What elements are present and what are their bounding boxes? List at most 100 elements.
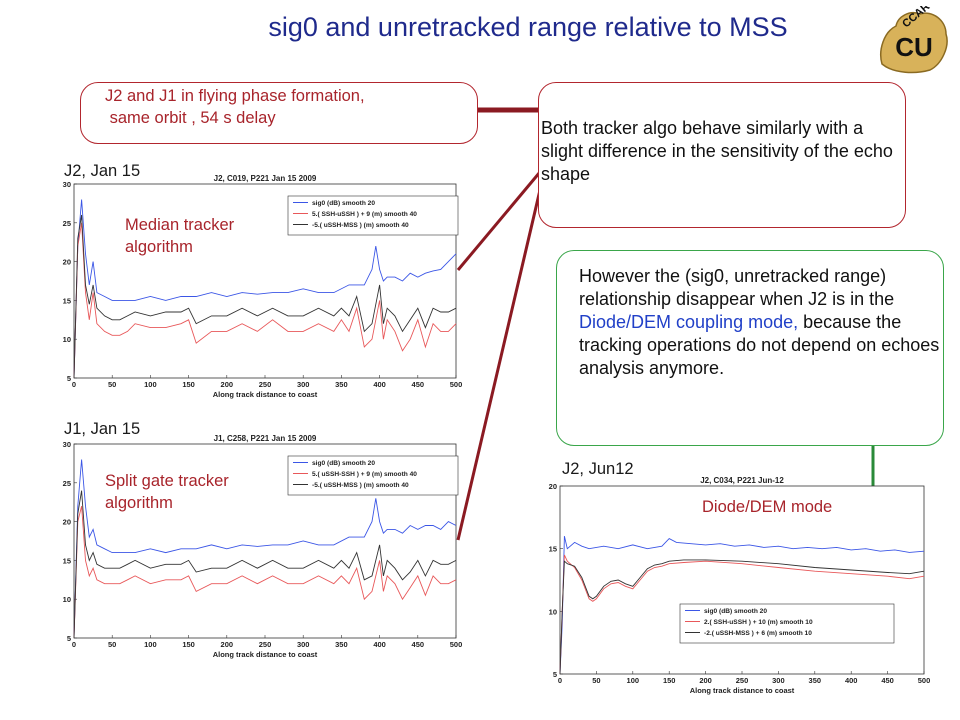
x-tick-label: 500 bbox=[450, 640, 463, 649]
chart-j2-jun: J2, C034, P221 Jun-12 0 50 100 150 200 250 300 3… bbox=[549, 476, 930, 695]
chart-title: J1, C258, P221 Jan 15 2009 bbox=[214, 434, 317, 443]
x-tick-label: 450 bbox=[412, 640, 425, 649]
y-tick-label: 15 bbox=[549, 545, 557, 554]
x-tick-label: 50 bbox=[108, 380, 116, 389]
chart-j2-jan: J2, C019, P221 Jan 15 2009 0 50 100 150 200 25… bbox=[63, 174, 463, 399]
x-tick-label: 500 bbox=[450, 380, 463, 389]
connector-to-chart2 bbox=[456, 189, 542, 541]
legend-box bbox=[287, 195, 459, 236]
series-line-3 bbox=[559, 559, 925, 675]
x-tick-label: 250 bbox=[259, 380, 272, 389]
series-line-3 bbox=[73, 214, 457, 379]
y-tick-label: 10 bbox=[63, 335, 71, 344]
x-tick-label: 400 bbox=[373, 640, 386, 649]
x-tick-label: 0 bbox=[72, 640, 76, 649]
legend-box bbox=[679, 603, 895, 644]
y-tick-label: 25 bbox=[63, 219, 71, 228]
x-tick-label: 150 bbox=[182, 380, 195, 389]
y-tick-label: 5 bbox=[67, 374, 71, 383]
label-j2-jun: J2, Jun12 bbox=[562, 460, 634, 478]
x-tick-label: 300 bbox=[772, 676, 785, 685]
legend-entry: sig0 (dB) smooth 20 bbox=[704, 608, 767, 615]
however-text: However the (sig0, unretracked range) re… bbox=[579, 265, 941, 380]
series-line-2 bbox=[73, 505, 457, 639]
x-axis-label: Along track distance to coast bbox=[213, 390, 318, 399]
legend-entry: sig0 (dB) smooth 20 bbox=[312, 200, 375, 207]
x-tick-label: 50 bbox=[592, 676, 600, 685]
y-tick-label: 30 bbox=[63, 440, 71, 449]
x-axis-label: Along track distance to coast bbox=[213, 650, 318, 659]
similar-callout: Both tracker algo behave similarly with … bbox=[538, 82, 906, 228]
x-tick-label: 50 bbox=[108, 640, 116, 649]
y-tick-label: 30 bbox=[63, 180, 71, 189]
label-j2-jan: J2, Jan 15 bbox=[64, 162, 141, 180]
similar-text: Both tracker algo behave similarly with … bbox=[541, 118, 893, 184]
ccar-cu-logo: CU CCAR bbox=[880, 6, 948, 74]
legend-entry: 2.( SSH-uSSH ) + 10 (m) smooth 10 bbox=[704, 619, 813, 626]
legend-box bbox=[287, 455, 459, 496]
series-line-1 bbox=[559, 535, 925, 675]
chart-title: J2, C034, P221 Jun-12 bbox=[700, 476, 784, 485]
y-tick-label: 15 bbox=[63, 296, 71, 305]
series-line-2 bbox=[73, 222, 457, 379]
series-line-1 bbox=[73, 459, 457, 639]
y-tick-label: 5 bbox=[67, 634, 71, 643]
x-tick-label: 350 bbox=[335, 380, 348, 389]
y-tick-label: 10 bbox=[63, 595, 71, 604]
x-tick-label: 0 bbox=[72, 380, 76, 389]
connector-to-chart1 bbox=[456, 171, 542, 271]
x-tick-label: 400 bbox=[845, 676, 858, 685]
y-tick-label: 20 bbox=[63, 518, 71, 527]
however-text-post: because the tracking operations do not d… bbox=[579, 312, 940, 378]
legend-entry: 5.( uSSH-SSH ) + 9 (m) smooth 40 bbox=[312, 471, 417, 478]
x-tick-label: 400 bbox=[373, 380, 386, 389]
x-tick-label: 200 bbox=[699, 676, 712, 685]
x-tick-label: 300 bbox=[297, 640, 310, 649]
legend-entry: 5.( SSH-uSSH ) + 9 (m) smooth 40 bbox=[312, 211, 417, 218]
legend-entry: -5.( uSSH-MSS ) (m) smooth 40 bbox=[312, 482, 409, 489]
x-tick-label: 150 bbox=[663, 676, 676, 685]
x-tick-label: 350 bbox=[335, 640, 348, 649]
x-tick-label: 250 bbox=[259, 640, 272, 649]
x-tick-label: 500 bbox=[918, 676, 930, 685]
however-text-pre: However the (sig0, unretracked range) re… bbox=[579, 266, 895, 309]
x-tick-label: 150 bbox=[182, 640, 195, 649]
y-tick-label: 20 bbox=[63, 258, 71, 267]
logo-letters: CU bbox=[895, 32, 933, 62]
legend-entry: -5.( uSSH-MSS ) (m) smooth 40 bbox=[312, 222, 409, 229]
x-tick-label: 100 bbox=[627, 676, 640, 685]
x-tick-label: 200 bbox=[221, 640, 234, 649]
however-callout: However the (sig0, unretracked range) re… bbox=[556, 250, 944, 446]
y-tick-label: 15 bbox=[63, 556, 71, 565]
x-tick-label: 200 bbox=[221, 380, 234, 389]
x-tick-label: 450 bbox=[412, 380, 425, 389]
legend-entry: sig0 (dB) smooth 20 bbox=[312, 460, 375, 467]
x-tick-label: 450 bbox=[881, 676, 894, 685]
formation-text: J2 and J1 in flying phase formation, sam… bbox=[105, 87, 365, 127]
x-tick-label: 350 bbox=[809, 676, 822, 685]
series-line-2 bbox=[559, 554, 925, 675]
x-tick-label: 300 bbox=[297, 380, 310, 389]
legend-entry: -2.( uSSH-MSS ) + 6 (m) smooth 10 bbox=[704, 630, 812, 637]
y-tick-label: 10 bbox=[549, 607, 557, 616]
y-tick-label: 25 bbox=[63, 479, 71, 488]
y-tick-label: 20 bbox=[549, 482, 557, 491]
chart-title: J2, C019, P221 Jan 15 2009 bbox=[214, 174, 317, 183]
however-text-blue: Diode/DEM coupling mode, bbox=[579, 312, 799, 332]
series-line-1 bbox=[73, 199, 457, 379]
x-tick-label: 100 bbox=[144, 640, 157, 649]
label-diode-mode: Diode/DEM mode bbox=[702, 498, 833, 516]
label-split-gate: Split gate tracker algorithm bbox=[105, 472, 229, 512]
y-tick-label: 5 bbox=[553, 670, 557, 679]
chart-j1-jan: J1, C258, P221 Jan 15 2009 0 50 100 150 200 25… bbox=[63, 434, 463, 659]
x-tick-label: 100 bbox=[144, 380, 157, 389]
formation-callout: J2 and J1 in flying phase formation, sam… bbox=[80, 82, 478, 144]
buffalo-shape bbox=[880, 12, 948, 74]
x-tick-label: 0 bbox=[558, 676, 562, 685]
x-tick-label: 250 bbox=[736, 676, 749, 685]
x-axis-label: Along track distance to coast bbox=[690, 686, 795, 695]
label-j1-jan: J1, Jan 15 bbox=[64, 420, 141, 438]
page-title: sig0 and unretracked range relative to M… bbox=[268, 12, 788, 42]
label-median-tracker: Median tracker algorithm bbox=[125, 216, 235, 256]
series-line-3 bbox=[73, 490, 457, 639]
